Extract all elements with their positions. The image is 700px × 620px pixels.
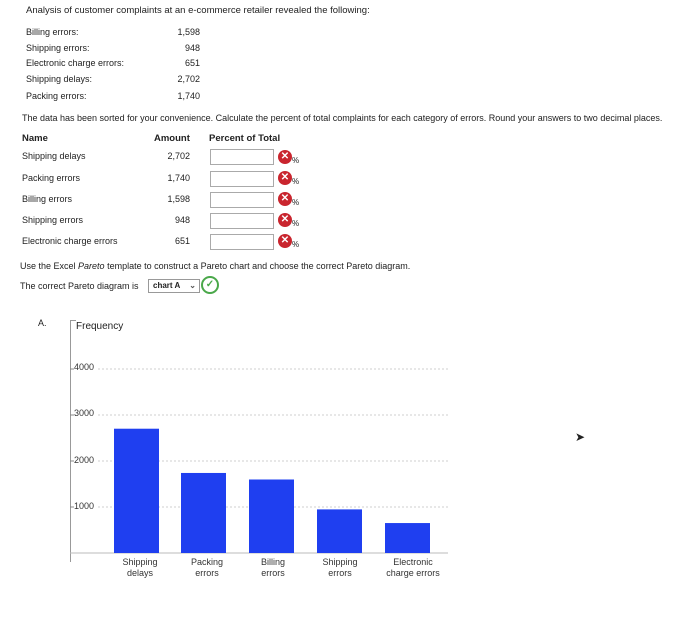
bar-shipping-delays xyxy=(114,428,159,553)
percent-input[interactable] xyxy=(210,192,274,208)
y-tick-label: 3000 xyxy=(74,408,95,418)
chart-frame-top xyxy=(70,320,76,321)
y-axis-label: Frequency xyxy=(76,321,124,332)
y-tick-label: 1000 xyxy=(74,501,95,511)
chart-option-letter: A. xyxy=(38,318,47,328)
error-label: Packing errors: xyxy=(26,91,87,101)
row-name: Billing errors xyxy=(22,194,73,204)
error-value: 1,740 xyxy=(177,91,200,101)
row-name: Packing errors xyxy=(22,173,81,183)
row-amount: 2,702 xyxy=(167,151,190,161)
row-amount: 1,740 xyxy=(167,173,190,183)
percent-sign: % xyxy=(292,219,300,228)
percent-input[interactable] xyxy=(210,171,274,187)
bar-electronic-charge-errors xyxy=(385,523,430,553)
x-circle-icon: ✕ xyxy=(278,234,292,248)
y-tick-label: 4000 xyxy=(74,362,95,372)
error-label: Shipping delays: xyxy=(26,74,93,84)
x-circle-icon: ✕ xyxy=(278,150,292,164)
error-label: Electronic charge errors: xyxy=(26,58,125,68)
row-amount: 651 xyxy=(174,236,190,246)
x-circle-icon: ✕ xyxy=(278,192,292,206)
percent-sign: % xyxy=(292,177,300,186)
x-circle-icon: ✕ xyxy=(278,213,292,227)
pareto-text-1: Use the Excel xyxy=(20,261,79,271)
percent-sign: % xyxy=(292,240,300,249)
chart-select-dropdown[interactable]: chart A ⌄ xyxy=(148,279,200,293)
intro-text: Analysis of customer complaints at an e-… xyxy=(26,5,370,16)
bar-packing-errors xyxy=(181,472,226,553)
check-circle-icon: ✓ xyxy=(201,276,219,294)
chart-frame-left xyxy=(70,320,71,562)
table-header-amount: Amount xyxy=(154,133,190,144)
x-tick-label: Shipping delays xyxy=(122,557,158,578)
error-list: Billing errors: 1,598 Shipping errors: 9… xyxy=(0,0,200,105)
correct-diagram-label: The correct Pareto diagram is xyxy=(20,281,139,291)
bar-shipping-errors xyxy=(317,509,362,553)
x-tick-label: Shipping errors xyxy=(322,557,358,578)
percent-input[interactable] xyxy=(210,149,274,165)
pareto-instruction: Use the Excel Pareto template to constru… xyxy=(20,261,410,271)
y-tick-label: 2000 xyxy=(74,455,95,465)
percent-input[interactable] xyxy=(210,213,274,229)
x-circle-icon: ✕ xyxy=(278,171,292,185)
mouse-cursor-icon: ➤ xyxy=(575,430,586,444)
error-label: Billing errors: xyxy=(26,27,79,37)
error-value: 2,702 xyxy=(177,74,200,84)
row-name: Shipping delays xyxy=(22,151,86,161)
pareto-text-2: template to construct a Pareto chart and… xyxy=(104,261,411,271)
row-name: Electronic charge errors xyxy=(22,236,118,246)
error-label: Shipping errors: xyxy=(26,43,90,53)
chevron-down-icon: ⌄ xyxy=(189,281,196,290)
x-tick-label: Packing errors xyxy=(190,557,224,578)
percent-input[interactable] xyxy=(210,234,274,250)
error-value: 651 xyxy=(184,58,200,68)
row-name: Shipping errors xyxy=(22,215,84,225)
row-amount: 948 xyxy=(174,215,190,225)
pareto-text-italic: Pareto xyxy=(78,261,105,271)
percent-sign: % xyxy=(292,198,300,207)
bar-billing-errors xyxy=(249,479,294,553)
x-tick-label: Electronic charge errors xyxy=(386,557,440,578)
row-amount: 1,598 xyxy=(167,194,190,204)
error-value: 1,598 xyxy=(177,27,200,37)
error-value: 948 xyxy=(184,43,200,53)
table-header-percent: Percent of Total xyxy=(209,133,281,144)
x-tick-label: Billing errors xyxy=(260,557,285,578)
instructions-text: The data has been sorted for your conven… xyxy=(22,113,663,123)
dropdown-value: chart A xyxy=(153,281,181,290)
table-header-name: Name xyxy=(22,133,48,144)
percent-sign: % xyxy=(292,156,300,165)
